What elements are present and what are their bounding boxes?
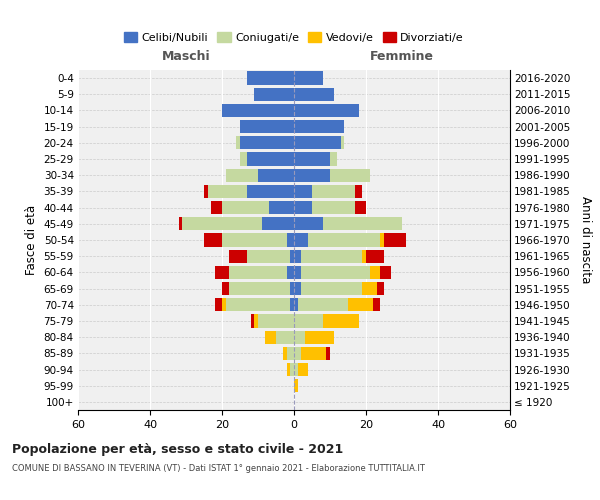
Bar xyxy=(215,266,229,279)
Bar xyxy=(290,250,294,263)
Bar xyxy=(298,363,308,376)
Bar xyxy=(294,346,301,360)
Bar xyxy=(215,298,222,312)
Bar xyxy=(294,88,334,101)
Bar xyxy=(222,282,229,295)
Bar xyxy=(294,266,301,279)
Bar xyxy=(380,234,384,246)
Text: Maschi: Maschi xyxy=(161,50,211,63)
Text: Popolazione per età, sesso e stato civile - 2021: Popolazione per età, sesso e stato civil… xyxy=(12,442,343,456)
Bar xyxy=(294,104,359,117)
Bar xyxy=(240,120,294,134)
Bar xyxy=(208,185,247,198)
Legend: Celibi/Nubili, Coniugati/e, Vedovi/e, Divorziati/e: Celibi/Nubili, Coniugati/e, Vedovi/e, Di… xyxy=(119,28,469,48)
Bar xyxy=(287,346,294,360)
Bar xyxy=(341,136,344,149)
Bar xyxy=(323,217,402,230)
Bar xyxy=(355,185,362,198)
Y-axis label: Fasce di età: Fasce di età xyxy=(25,205,38,275)
Bar xyxy=(247,72,294,85)
Bar xyxy=(294,234,308,246)
Bar xyxy=(287,266,294,279)
Bar xyxy=(312,201,355,214)
Bar xyxy=(294,217,323,230)
Bar xyxy=(287,363,290,376)
Bar xyxy=(362,282,377,295)
Bar xyxy=(258,168,294,182)
Bar xyxy=(294,168,330,182)
Bar xyxy=(229,282,290,295)
Bar xyxy=(301,250,362,263)
Bar xyxy=(290,282,294,295)
Bar xyxy=(301,266,370,279)
Text: COMUNE DI BASSANO IN TEVERINA (VT) - Dati ISTAT 1° gennaio 2021 - Elaborazione T: COMUNE DI BASSANO IN TEVERINA (VT) - Dat… xyxy=(12,464,425,473)
Bar xyxy=(229,266,287,279)
Bar xyxy=(330,152,337,166)
Bar xyxy=(240,136,294,149)
Bar xyxy=(247,250,290,263)
Bar xyxy=(308,234,380,246)
Bar xyxy=(380,266,391,279)
Bar xyxy=(240,152,247,166)
Bar xyxy=(247,185,294,198)
Bar xyxy=(254,314,258,328)
Bar xyxy=(294,379,298,392)
Bar xyxy=(294,314,323,328)
Bar xyxy=(222,234,287,246)
Bar xyxy=(348,298,373,312)
Bar xyxy=(384,234,406,246)
Bar xyxy=(226,168,258,182)
Bar xyxy=(294,330,305,344)
Y-axis label: Anni di nascita: Anni di nascita xyxy=(579,196,592,284)
Bar xyxy=(301,346,326,360)
Bar xyxy=(236,136,240,149)
Bar xyxy=(182,217,262,230)
Bar xyxy=(262,217,294,230)
Bar xyxy=(373,298,380,312)
Bar xyxy=(265,330,276,344)
Bar xyxy=(294,185,312,198)
Bar xyxy=(222,104,294,117)
Bar xyxy=(254,88,294,101)
Bar xyxy=(179,217,182,230)
Bar xyxy=(229,250,247,263)
Bar xyxy=(305,330,334,344)
Bar xyxy=(204,234,222,246)
Bar xyxy=(366,250,384,263)
Bar xyxy=(226,298,290,312)
Bar xyxy=(294,282,301,295)
Bar xyxy=(290,298,294,312)
Bar xyxy=(362,250,366,263)
Bar xyxy=(294,250,301,263)
Bar xyxy=(294,363,298,376)
Bar xyxy=(222,298,226,312)
Bar xyxy=(294,298,298,312)
Bar xyxy=(355,201,366,214)
Bar xyxy=(294,72,323,85)
Bar xyxy=(283,346,287,360)
Bar xyxy=(312,185,355,198)
Bar xyxy=(294,136,341,149)
Bar xyxy=(222,201,269,214)
Bar xyxy=(370,266,380,279)
Bar xyxy=(330,168,370,182)
Bar xyxy=(290,363,294,376)
Bar xyxy=(269,201,294,214)
Bar xyxy=(251,314,254,328)
Bar xyxy=(298,298,348,312)
Bar xyxy=(247,152,294,166)
Bar xyxy=(326,346,330,360)
Bar xyxy=(323,314,359,328)
Bar xyxy=(377,282,384,295)
Bar xyxy=(211,201,222,214)
Bar xyxy=(294,201,312,214)
Text: Femmine: Femmine xyxy=(370,50,434,63)
Bar xyxy=(204,185,208,198)
Bar xyxy=(294,120,344,134)
Bar xyxy=(258,314,294,328)
Bar xyxy=(276,330,294,344)
Bar xyxy=(287,234,294,246)
Bar xyxy=(301,282,362,295)
Bar xyxy=(294,152,330,166)
